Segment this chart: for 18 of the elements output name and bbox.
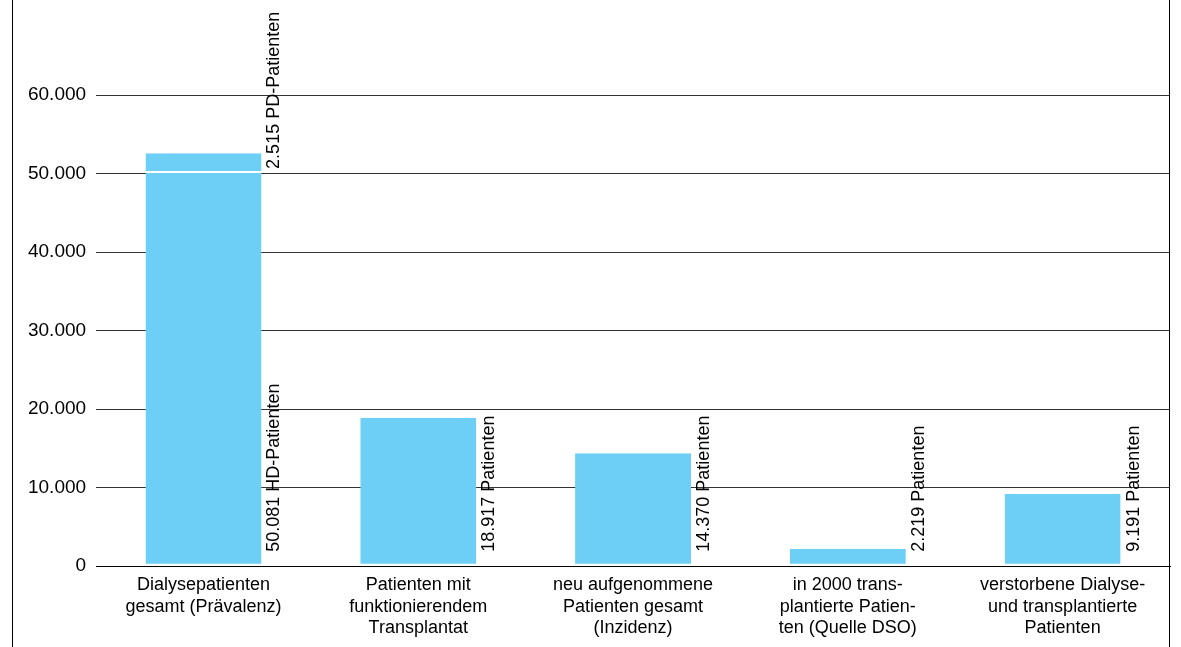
data-label: 18.917 Patienten bbox=[478, 415, 499, 552]
y-tick-label: 20.000 bbox=[27, 397, 87, 419]
data-label: 14.370 Patienten bbox=[693, 415, 714, 552]
data-label: 9.191 Patienten bbox=[1122, 425, 1143, 552]
y-tick-label: 10.000 bbox=[27, 475, 87, 497]
x-tick-label: in 2000 trans- plantierte Patien- ten (Quelle DSO) bbox=[778, 573, 917, 638]
y-tick-label: 40.000 bbox=[27, 240, 87, 262]
x-tick-label: neu aufgenommene Patienten gesamt (Inzidenz) bbox=[552, 573, 714, 638]
y-tick-label: 30.000 bbox=[27, 318, 87, 340]
data-label: 50.081 HD-Patienten bbox=[263, 383, 284, 552]
data-label: 2.515 PD-Patienten bbox=[263, 11, 284, 169]
y-tick-label: 50.000 bbox=[27, 161, 87, 183]
y-tick-label: 0 bbox=[75, 554, 87, 576]
x-tick-label: Dialysepatienten gesamt (Prävalenz) bbox=[125, 573, 282, 616]
x-tick-label: verstorbene Dialyse- und transplantierte Patienten bbox=[980, 573, 1146, 638]
x-tick-label: Patienten mit funktionierendem Transplantat bbox=[349, 573, 488, 638]
y-tick-label: 60.000 bbox=[27, 83, 87, 105]
data-label: 2.219 Patienten bbox=[907, 425, 928, 552]
